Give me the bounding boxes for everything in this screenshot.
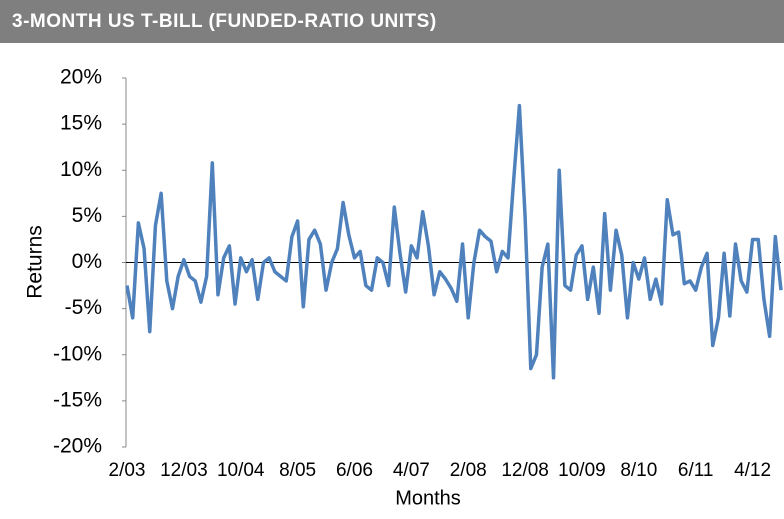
y-tick-label: -10% xyxy=(53,342,102,365)
series-line xyxy=(125,103,783,380)
x-tick-label: 6/06 xyxy=(336,460,373,481)
x-tick-label: 2/08 xyxy=(450,460,487,481)
y-tick-label: 0% xyxy=(72,250,102,273)
y-tick-label: 5% xyxy=(72,204,102,227)
y-tick-label: -20% xyxy=(53,435,102,458)
y-axis-label: Returns xyxy=(24,225,47,299)
x-tick-label: 6/11 xyxy=(678,460,714,481)
x-tick-label: 10/09 xyxy=(558,460,606,481)
x-tick-label: 4/07 xyxy=(393,460,430,481)
x-tick-label: 8/10 xyxy=(620,460,657,481)
y-tick-label: -5% xyxy=(65,296,102,319)
y-tick-label: 15% xyxy=(60,112,102,135)
x-tick-label: 2/03 xyxy=(109,460,146,481)
chart-title: 3-MONTH US T-BILL (FUNDED-RATIO UNITS) xyxy=(12,11,437,32)
x-tick-label: 12/08 xyxy=(501,460,549,481)
x-tick-label: 4/12 xyxy=(734,460,771,481)
x-axis-label: Months xyxy=(395,487,461,509)
x-tick-label: 8/05 xyxy=(279,460,316,481)
y-tick-label: 10% xyxy=(60,158,102,181)
x-tick-label: 10/04 xyxy=(217,460,265,481)
y-tick-label: -15% xyxy=(53,388,102,411)
header-bar xyxy=(0,0,784,43)
x-tick-label: 12/03 xyxy=(160,460,208,481)
y-tick-label: 20% xyxy=(60,66,102,89)
